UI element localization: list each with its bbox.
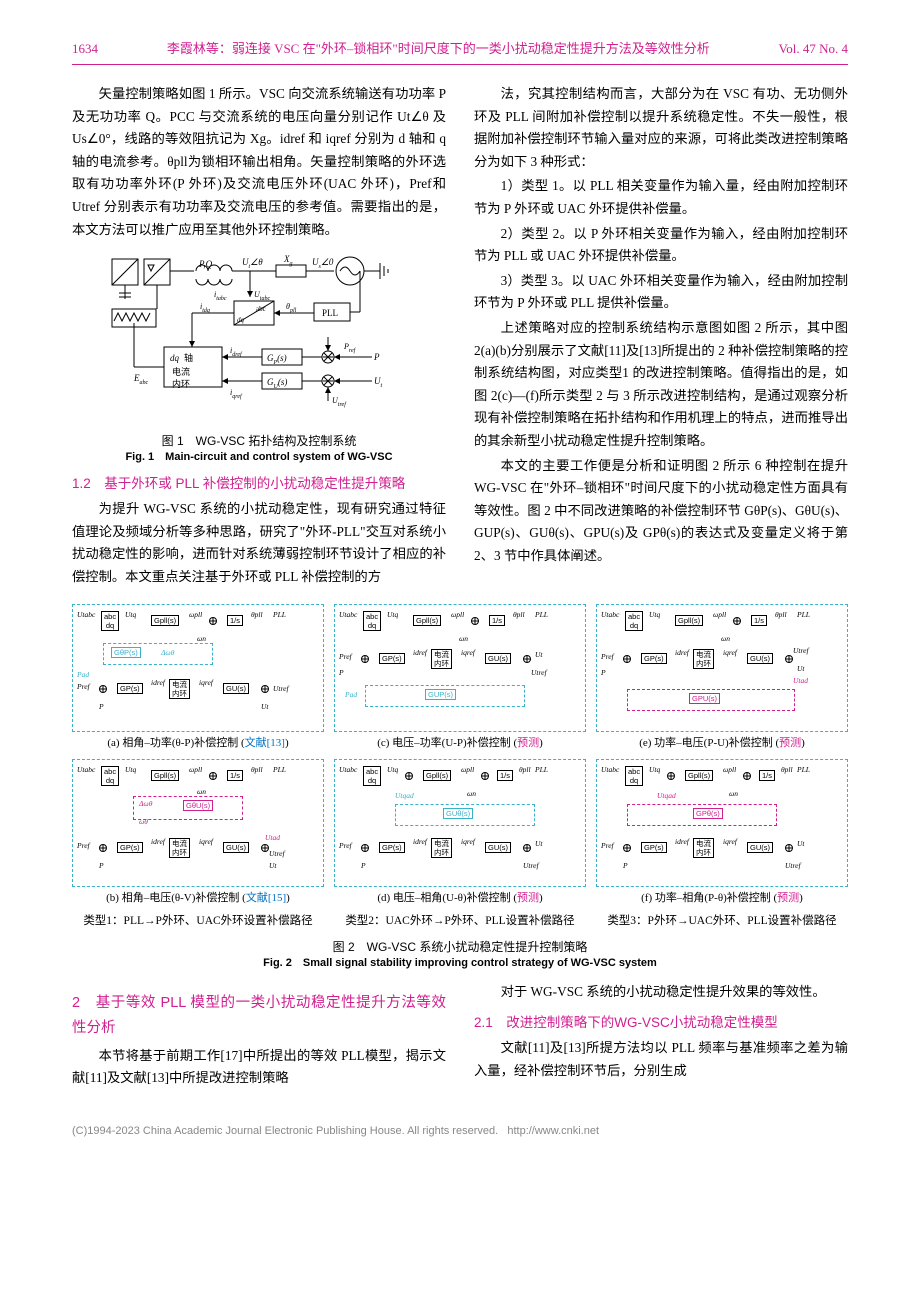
svg-text:dq: dq: [237, 316, 245, 324]
fig2-type3-label: 类型3：P外环→UAC外环、PLL设置补偿路径: [596, 912, 848, 932]
fig2-panel-a: Utabc abcdq Utq Gpll(s) ωpll 1/s θpll PL…: [72, 604, 324, 753]
para-right-1: 法，究其控制结构而言，大部分为在 VSC 有功、无功侧外环及 PLL 间附加补偿…: [474, 83, 848, 173]
svg-text:Ut: Ut: [374, 376, 383, 389]
svg-text:itdq: itdq: [200, 302, 210, 314]
svg-text:GP(s): GP(s): [267, 353, 287, 366]
type-3: 3）类型 3。以 UAC 外环相关变量作为输入，经由附加控制环节为 P 外环或 …: [474, 270, 848, 315]
para-right-2: 上述策略对应的控制系统结构示意图如图 2 所示，其中图 2(a)(b)分别展示了…: [474, 317, 848, 453]
fig1-caption-en: Fig. 1 Main-circuit and control system o…: [104, 450, 414, 465]
svg-text:abc: abc: [256, 305, 266, 313]
svg-text:idref: idref: [230, 346, 243, 358]
figure-2: Utabc abcdq Utq Gpll(s) ωpll 1/s θpll PL…: [72, 604, 848, 971]
svg-text:Pref: Pref: [343, 342, 357, 354]
cnki-link[interactable]: http://www.cnki.net: [507, 1125, 599, 1137]
type-1: 1）类型 1。以 PLL 相关变量作为输入量，经由附加控制环节为 P 外环或 U…: [474, 175, 848, 220]
para-left-1: 矢量控制策略如图 1 所示。VSC 向交流系统输送有功功率 P 及无功功率 Q。…: [72, 83, 446, 241]
running-title: 李霞林等：弱连接 VSC 在"外环–锁相环"时间尺度下的一类小扰动稳定性提升方法…: [167, 38, 710, 60]
fig2-panel-b: Utabc abcdq Utq Gpll(s) ωpll 1/s θpll PL…: [72, 759, 324, 931]
svg-text:P,Q: P,Q: [198, 259, 213, 269]
page-header: 1634 李霞林等：弱连接 VSC 在"外环–锁相环"时间尺度下的一类小扰动稳定…: [72, 38, 848, 65]
fig2a-caption: (a) 相角–功率(θ-P)补偿控制 (文献[13]): [72, 734, 324, 753]
fig2c-caption: (c) 电压–功率(U-P)补偿控制 (预测): [334, 734, 586, 753]
page-footer: (C)1994-2023 China Academic Journal Elec…: [72, 1122, 848, 1141]
svg-text:dq: dq: [170, 353, 180, 363]
fig2d-caption: (d) 电压–相角(U-θ)补偿控制 (预测): [334, 889, 586, 908]
para-right-3: 本文的主要工作便是分析和证明图 2 所示 6 种控制在提升 WG-VSC 在"外…: [474, 455, 848, 568]
svg-text:Utabc: Utabc: [254, 290, 270, 302]
svg-text:Utref: Utref: [332, 396, 347, 408]
page-number: 1634: [72, 38, 98, 60]
heading-2: 2 基于等效 PLL 模型的一类小扰动稳定性提升方法等效性分析: [72, 991, 446, 1040]
fig2e-caption: (e) 功率–电压(P-U)补偿控制 (预测): [596, 734, 848, 753]
svg-text:Ut∠θ: Ut∠θ: [242, 257, 263, 270]
section2-columns: 2 基于等效 PLL 模型的一类小扰动稳定性提升方法等效性分析 本节将基于前期工…: [72, 981, 848, 1091]
fig2-type1-label: 类型1：PLL→P外环、UAC外环设置补偿路径: [72, 912, 324, 932]
svg-text:GU(s): GU(s): [267, 377, 287, 390]
svg-text:Us∠0: Us∠0: [312, 257, 334, 270]
svg-text:θpll: θpll: [286, 302, 297, 314]
type-2: 2）类型 2。以 P 外环相关变量作为输入，经由附加控制环节为 PLL 或 UA…: [474, 223, 848, 268]
fig2-caption-en: Fig. 2 Small signal stability improving …: [72, 956, 848, 971]
fig2-panel-e: Utabc abcdq Utq Gpll(s) ωpll 1/s θpll PL…: [596, 604, 848, 753]
sec2-p3: 文献[11]及[13]所提方法均以 PLL 频率与基准频率之差为输入量，经补偿控…: [474, 1037, 848, 1082]
fig1-caption-cn: 图 1 WG-VSC 拓扑结构及控制系统: [104, 433, 414, 450]
body-columns: 矢量控制策略如图 1 所示。VSC 向交流系统输送有功功率 P 及无功功率 Q。…: [72, 83, 848, 590]
heading-2-1: 2.1 改进控制策略下的WG-VSC小扰动稳定性模型: [474, 1012, 848, 1035]
sec2-p2: 对于 WG-VSC 系统的小扰动稳定性提升效果的等效性。: [474, 981, 848, 1004]
figure-1: P,Q Ut∠θ Xg Us∠0 itabc Utabc: [104, 251, 414, 465]
heading-1-2: 1.2 基于外环或 PLL 补偿控制的小扰动稳定性提升策略: [72, 473, 446, 496]
fig2-panel-d: Utabc abcdq Utq Gpll(s) ωpll 1/s θpll PL…: [334, 759, 586, 931]
svg-text:内环: 内环: [172, 378, 190, 389]
svg-text:Eabc: Eabc: [133, 373, 149, 386]
svg-text:轴: 轴: [184, 352, 193, 363]
fig2-caption-cn: 图 2 WG-VSC 系统小扰动稳定性提升控制策略: [72, 939, 848, 956]
fig1-diagram: P,Q Ut∠θ Xg Us∠0 itabc Utabc: [104, 251, 414, 421]
fig2b-caption: (b) 相角–电压(θ-V)补偿控制 (文献[15]): [72, 889, 324, 908]
fig2f-caption: (f) 功率–相角(P-θ)补偿控制 (预测): [596, 889, 848, 908]
fig2-panel-c: Utabc abcdq Utq Gpll(s) ωpll 1/s θpll PL…: [334, 604, 586, 753]
svg-text:PLL: PLL: [322, 308, 338, 318]
svg-text:iqref: iqref: [230, 388, 243, 400]
copyright-text: (C)1994-2023 China Academic Journal Elec…: [72, 1125, 498, 1137]
svg-text:itabc: itabc: [214, 290, 227, 302]
fig2-panel-f: Utabc abcdq Utq Gpll(s) ωpll 1/s θpll PL…: [596, 759, 848, 931]
issue-no: Vol. 47 No. 4: [779, 38, 848, 60]
svg-text:电流: 电流: [172, 366, 190, 377]
para-left-2: 为提升 WG-VSC 系统的小扰动稳定性，现有研究通过特征值理论及频域分析等多种…: [72, 498, 446, 588]
svg-text:P: P: [373, 352, 380, 362]
sec2-p1: 本节将基于前期工作[17]中所提出的等效 PLL模型，揭示文献[11]及文献[1…: [72, 1045, 446, 1090]
fig2-type2-label: 类型2：UAC外环→P外环、PLL设置补偿路径: [334, 912, 586, 932]
